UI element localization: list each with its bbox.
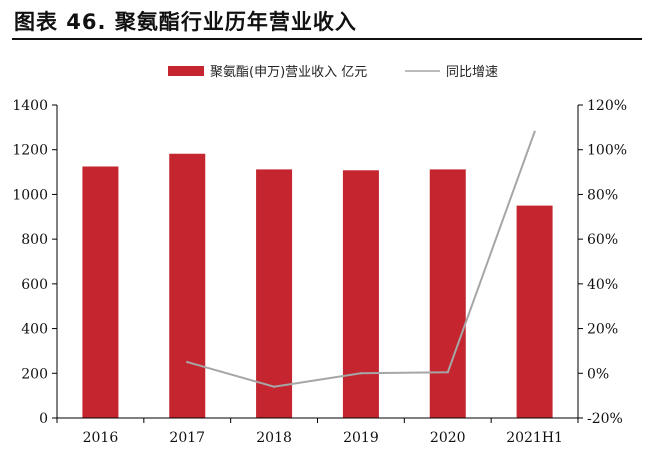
right-tick-label: 120%: [587, 98, 627, 114]
left-tick-label: 200: [21, 366, 48, 382]
legend: 聚氨酯(申万)营业收入 亿元 同比增速: [168, 65, 498, 80]
title-underline: [12, 38, 642, 40]
left-tick-label: 600: [21, 277, 48, 293]
left-tick-label: 1000: [12, 187, 48, 203]
x-tick-label: 2020: [430, 430, 466, 446]
bar-2016: [82, 166, 119, 418]
x-tick-label: 2019: [343, 430, 379, 446]
right-tick-label: 80%: [587, 187, 618, 203]
x-tick-label: 2017: [169, 430, 205, 446]
right-tick-label: 40%: [587, 277, 618, 293]
growth-point-2021H1: [533, 130, 536, 134]
left-tick-label: 1200: [12, 143, 48, 159]
right-tick-label: -20%: [587, 411, 623, 427]
growth-point-2018: [272, 385, 276, 388]
bar-2021H1: [516, 205, 553, 418]
figure-title: 图表 46. 聚氨酯行业历年营业收入: [14, 10, 357, 34]
left-tick-label: 800: [21, 232, 48, 248]
x-tick-label: 2016: [83, 430, 119, 446]
right-tick-label: 100%: [587, 143, 627, 159]
growth-point-2019: [359, 372, 363, 375]
left-tick-label: 0: [39, 411, 48, 427]
right-tick-label: 20%: [587, 322, 618, 338]
x-tick-label: 2021H1: [506, 430, 563, 446]
growth-point-2017: [186, 360, 189, 364]
legend-line-label: 同比增速: [446, 65, 498, 80]
growth-point-2020: [446, 370, 449, 374]
growth-line-series: [186, 130, 536, 388]
bar-2017: [169, 153, 206, 418]
x-tick-label: 2018: [256, 430, 292, 446]
legend-bar-label: 聚氨酯(申万)营业收入 亿元: [210, 65, 367, 80]
axes: 0 -20% 200 0% 400 20% 600 40% 800 60% 1000 80% 1200 1…: [12, 98, 627, 446]
bar-2019: [342, 170, 379, 418]
bar-2018: [256, 169, 293, 418]
right-tick-label: 0%: [587, 366, 609, 382]
legend-bar-swatch: [168, 66, 204, 76]
right-tick-label: 60%: [587, 232, 618, 248]
bar-2020: [429, 169, 466, 418]
bar-series: [82, 153, 553, 418]
left-tick-label: 1400: [12, 98, 48, 114]
left-tick-label: 400: [21, 322, 48, 338]
